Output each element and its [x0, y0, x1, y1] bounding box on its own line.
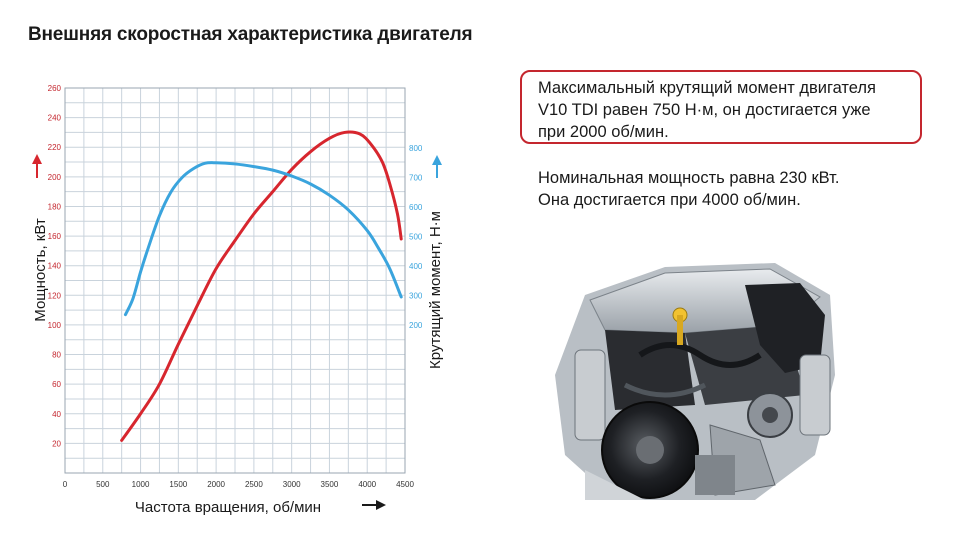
- slide-title: Внешняя скоростная характеристика двигат…: [28, 24, 473, 45]
- y-tick-label-left: 120: [48, 291, 62, 300]
- chart-grid: [65, 88, 405, 473]
- callout-line-2: V10 TDI равен 750 Н·м, он достигается уж…: [538, 101, 871, 119]
- y-tick-label-left: 80: [52, 351, 61, 360]
- y-tick-label-right: 500: [409, 233, 423, 242]
- x-axis-label: Частота вращения, об/мин: [135, 499, 321, 516]
- y-axis-label-power: Мощность, кВт: [32, 218, 49, 322]
- power-note: Номинальная мощность равна 230 кВт. Она …: [538, 167, 839, 211]
- y-tick-label-left: 180: [48, 202, 62, 211]
- y-tick-label-left: 20: [52, 439, 61, 448]
- y-tick-label-right: 700: [409, 174, 423, 183]
- y-tick-label-right: 200: [409, 321, 423, 330]
- x-tick-label: 3000: [283, 480, 301, 489]
- series-lines: [120, 130, 403, 442]
- y-tick-label-left: 160: [48, 232, 62, 241]
- left-tick-labels: 20 40 60 80 100 120 140 160 180 200 220 240 260: [48, 84, 62, 448]
- x-tick-label: 3500: [321, 480, 339, 489]
- x-tick-label: 4500: [396, 480, 414, 489]
- callout-line-1: Максимальный крутящий момент двигателя: [538, 79, 876, 97]
- y-tick-label-left: 140: [48, 262, 62, 271]
- power-arrow-icon: [32, 154, 42, 178]
- power-line-2: Она достигается при 4000 об/мин.: [538, 191, 801, 209]
- engine-photo: [555, 263, 835, 500]
- power-line-1: Номинальная мощность равна 230 кВт.: [538, 169, 840, 187]
- engine-characteristic-chart: 20 40 60 80 100 120 140 160 180 200 220 240 260 200 3…: [32, 84, 444, 516]
- y-tick-label-left: 220: [48, 143, 62, 152]
- y-axis-label-torque: Крутящий момент, Н·м: [427, 211, 444, 369]
- callout-line-3: при 2000 об/мин.: [538, 123, 669, 141]
- y-tick-label-left: 40: [52, 410, 61, 419]
- torque-curve: [123, 161, 403, 317]
- chart-axes: [64, 87, 406, 474]
- torque-arrow-icon: [432, 155, 442, 178]
- x-tick-label: 1000: [132, 480, 150, 489]
- x-tick-label: 500: [96, 480, 110, 489]
- y-tick-label-left: 60: [52, 380, 61, 389]
- y-tick-label-right: 600: [409, 203, 423, 212]
- y-tick-label-left: 100: [48, 321, 62, 330]
- x-tick-label: 1500: [169, 480, 187, 489]
- y-tick-label-right: 400: [409, 262, 423, 271]
- y-tick-label-right: 800: [409, 144, 423, 153]
- torque-callout: Максимальный крутящий момент двигателя V…: [520, 70, 922, 144]
- y-tick-label-left: 240: [48, 114, 62, 123]
- x-tick-label: 4000: [358, 480, 376, 489]
- x-tick-label: 2000: [207, 480, 225, 489]
- power-curve: [120, 130, 403, 442]
- x-tick-label: 2500: [245, 480, 263, 489]
- y-tick-label-right: 300: [409, 292, 423, 301]
- x-tick-label: 0: [63, 480, 68, 489]
- x-tick-labels: 0 500 1000 1500 2000 2500 3000 3500 4000 4500: [63, 480, 415, 489]
- y-tick-label-left: 200: [48, 173, 62, 182]
- y-tick-label-left: 260: [48, 84, 62, 93]
- plot-frame: [64, 87, 406, 474]
- right-tick-labels: 200 300 400 500 600 700 800: [409, 144, 423, 330]
- rpm-arrow-icon: [362, 500, 386, 510]
